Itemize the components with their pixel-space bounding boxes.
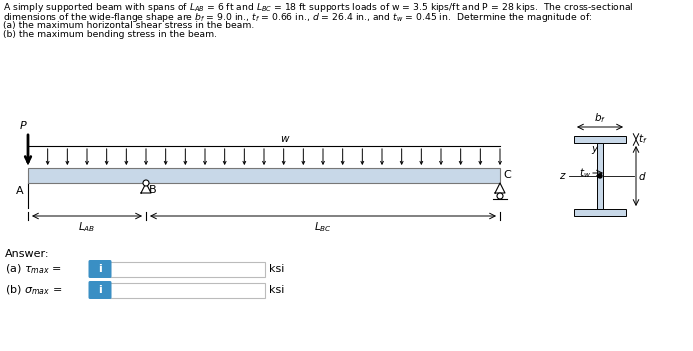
Text: $L_{BC}$: $L_{BC}$ bbox=[314, 220, 332, 234]
Bar bbox=[574, 136, 626, 143]
Bar bbox=[574, 209, 626, 216]
Text: $L_{AB}$: $L_{AB}$ bbox=[78, 220, 96, 234]
Text: $t_w$: $t_w$ bbox=[579, 166, 591, 180]
Bar bbox=[110, 283, 265, 298]
Text: $z$: $z$ bbox=[559, 171, 567, 181]
Circle shape bbox=[598, 174, 602, 178]
Text: dimensions of the wide-flange shape are $b_f$ = 9.0 in., $t_f$ = 0.66 in., $d$ =: dimensions of the wide-flange shape are … bbox=[3, 11, 593, 24]
Text: ksi: ksi bbox=[269, 264, 284, 274]
Text: P: P bbox=[19, 121, 26, 131]
Text: (a) the maximum horizontal shear stress in the beam.: (a) the maximum horizontal shear stress … bbox=[3, 21, 254, 30]
Circle shape bbox=[497, 193, 503, 199]
Text: $b_f$: $b_f$ bbox=[594, 111, 606, 125]
Circle shape bbox=[143, 180, 149, 186]
FancyBboxPatch shape bbox=[89, 281, 112, 299]
Text: ksi: ksi bbox=[269, 285, 284, 295]
Text: Answer:: Answer: bbox=[5, 249, 49, 259]
Text: $y$: $y$ bbox=[590, 144, 599, 156]
Text: $d$: $d$ bbox=[638, 170, 647, 182]
Bar bbox=[110, 261, 265, 277]
Text: A: A bbox=[17, 186, 24, 196]
Text: i: i bbox=[98, 285, 102, 295]
Text: $t_f$: $t_f$ bbox=[638, 133, 647, 146]
FancyBboxPatch shape bbox=[89, 260, 112, 278]
Text: (b) the maximum bending stress in the beam.: (b) the maximum bending stress in the be… bbox=[3, 30, 217, 39]
Text: A simply supported beam with spans of $L_{AB}$ = 6 ft and $L_{BC}$ = 18 ft suppo: A simply supported beam with spans of $L… bbox=[3, 1, 633, 14]
Text: i: i bbox=[98, 264, 102, 274]
Bar bbox=[28, 168, 500, 183]
Bar bbox=[597, 143, 603, 209]
Text: B: B bbox=[149, 185, 157, 195]
Text: C: C bbox=[503, 170, 511, 180]
Text: (a) $\tau_{max}$ =: (a) $\tau_{max}$ = bbox=[5, 262, 62, 276]
Text: (b) $\sigma_{max}$ =: (b) $\sigma_{max}$ = bbox=[5, 283, 62, 297]
Text: w: w bbox=[280, 134, 288, 144]
